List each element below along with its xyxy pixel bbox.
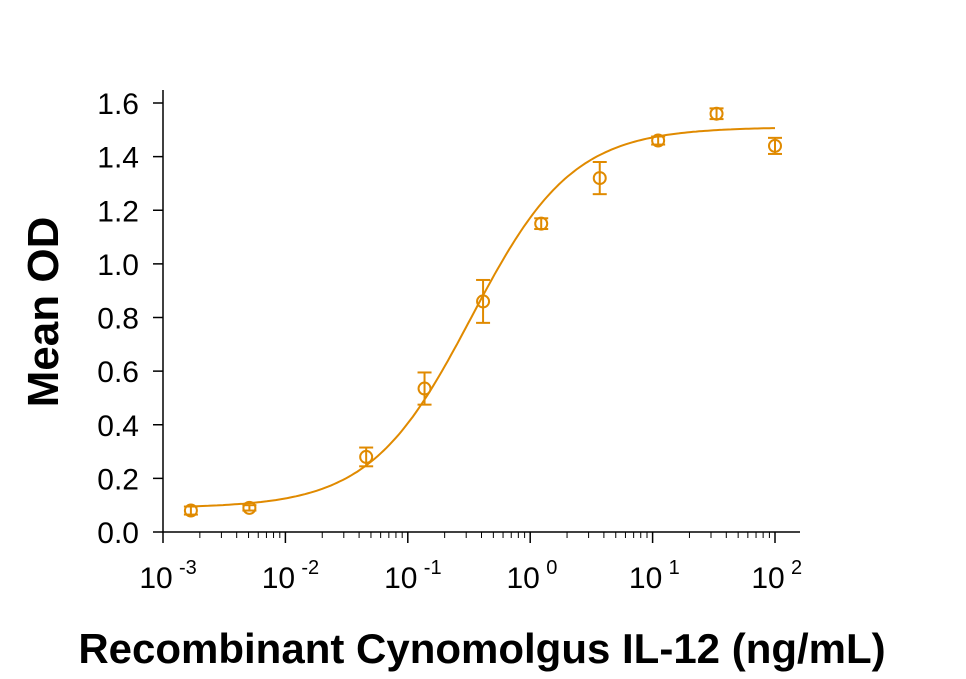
y-tick-label: 0.6 bbox=[97, 356, 139, 389]
x-axis-ticks: 10 -3 10 -2 10 -1 10 0 10 1 10 2 bbox=[139, 532, 802, 595]
x-tick-exponent: -2 bbox=[301, 557, 319, 579]
x-tick-label: 10 bbox=[262, 562, 295, 595]
data-point bbox=[651, 133, 666, 148]
data-point bbox=[417, 371, 432, 406]
x-tick-label: 10 bbox=[139, 562, 172, 595]
x-tick-exponent: 2 bbox=[791, 557, 802, 579]
point-marker bbox=[651, 133, 666, 148]
x-tick-exponent: -3 bbox=[179, 557, 197, 579]
x-tick-exponent: 1 bbox=[669, 557, 680, 579]
point-marker bbox=[709, 106, 724, 121]
x-axis-label: Recombinant Cynomolgus IL-12 (ng/mL) bbox=[78, 625, 885, 672]
point-marker bbox=[534, 216, 549, 231]
data-point bbox=[534, 216, 549, 231]
x-tick-exponent: 0 bbox=[546, 557, 557, 579]
x-tick-exponent: -1 bbox=[424, 557, 442, 579]
point-marker bbox=[359, 449, 374, 464]
point-marker bbox=[417, 381, 432, 396]
data-point bbox=[359, 446, 374, 468]
data-point bbox=[709, 106, 724, 121]
y-tick-label: 1.6 bbox=[97, 88, 139, 121]
y-tick-label: 1.0 bbox=[97, 249, 139, 282]
y-tick-label: 1.2 bbox=[97, 195, 139, 228]
data-point bbox=[476, 278, 491, 324]
y-tick-label: 1.4 bbox=[97, 142, 139, 175]
point-marker bbox=[242, 500, 257, 515]
y-axis-ticks: 0.0 0.2 0.4 0.6 0.8 1.0 1.2 1.4 1.6 bbox=[97, 88, 163, 550]
x-tick-label: 10 bbox=[384, 562, 417, 595]
y-tick-label: 0.8 bbox=[97, 303, 139, 336]
data-point bbox=[592, 160, 607, 196]
data-point bbox=[768, 136, 782, 155]
data-point bbox=[242, 500, 257, 515]
y-tick-label: 0.2 bbox=[97, 463, 139, 496]
point-marker bbox=[592, 171, 607, 186]
point-marker bbox=[476, 294, 491, 309]
y-axis-label: Mean OD bbox=[19, 217, 68, 408]
x-tick-label: 10 bbox=[629, 562, 662, 595]
y-tick-label: 0.4 bbox=[97, 410, 139, 443]
x-tick-label: 10 bbox=[507, 562, 540, 595]
data-points bbox=[183, 106, 782, 518]
y-tick-label: 0.0 bbox=[97, 517, 139, 550]
point-marker bbox=[183, 503, 198, 518]
x-tick-label: 10 bbox=[751, 562, 784, 595]
point-marker bbox=[768, 138, 782, 153]
data-point bbox=[183, 503, 198, 518]
